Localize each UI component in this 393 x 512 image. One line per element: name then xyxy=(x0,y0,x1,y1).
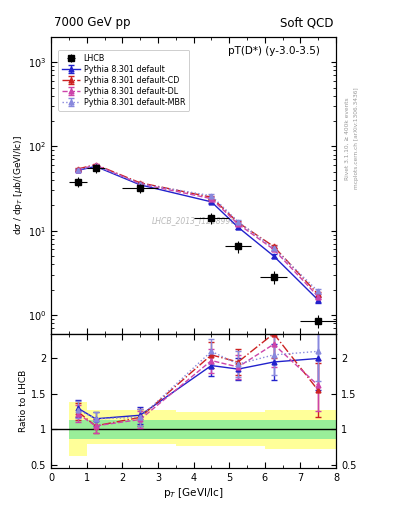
Text: pT(D*) (y-3.0-3.5): pT(D*) (y-3.0-3.5) xyxy=(228,46,320,56)
Text: Rivet 3.1.10, ≥ 400k events: Rivet 3.1.10, ≥ 400k events xyxy=(345,97,350,180)
Text: 7000 GeV pp: 7000 GeV pp xyxy=(54,16,130,30)
Text: LHCB_2013_I1218996: LHCB_2013_I1218996 xyxy=(151,217,236,225)
Text: mcplots.cern.ch [arXiv:1306.3436]: mcplots.cern.ch [arXiv:1306.3436] xyxy=(354,88,359,189)
Y-axis label: Ratio to LHCB: Ratio to LHCB xyxy=(19,370,28,432)
Y-axis label: d$\sigma$ / dp$_T$ [$\mu$b/(GeVI/lc)]: d$\sigma$ / dp$_T$ [$\mu$b/(GeVI/lc)] xyxy=(12,135,25,236)
Text: Soft QCD: Soft QCD xyxy=(280,16,333,30)
X-axis label: p$_T$ [GeVI/lc]: p$_T$ [GeVI/lc] xyxy=(163,486,224,500)
Legend: LHCB, Pythia 8.301 default, Pythia 8.301 default-CD, Pythia 8.301 default-DL, Py: LHCB, Pythia 8.301 default, Pythia 8.301… xyxy=(58,50,189,111)
